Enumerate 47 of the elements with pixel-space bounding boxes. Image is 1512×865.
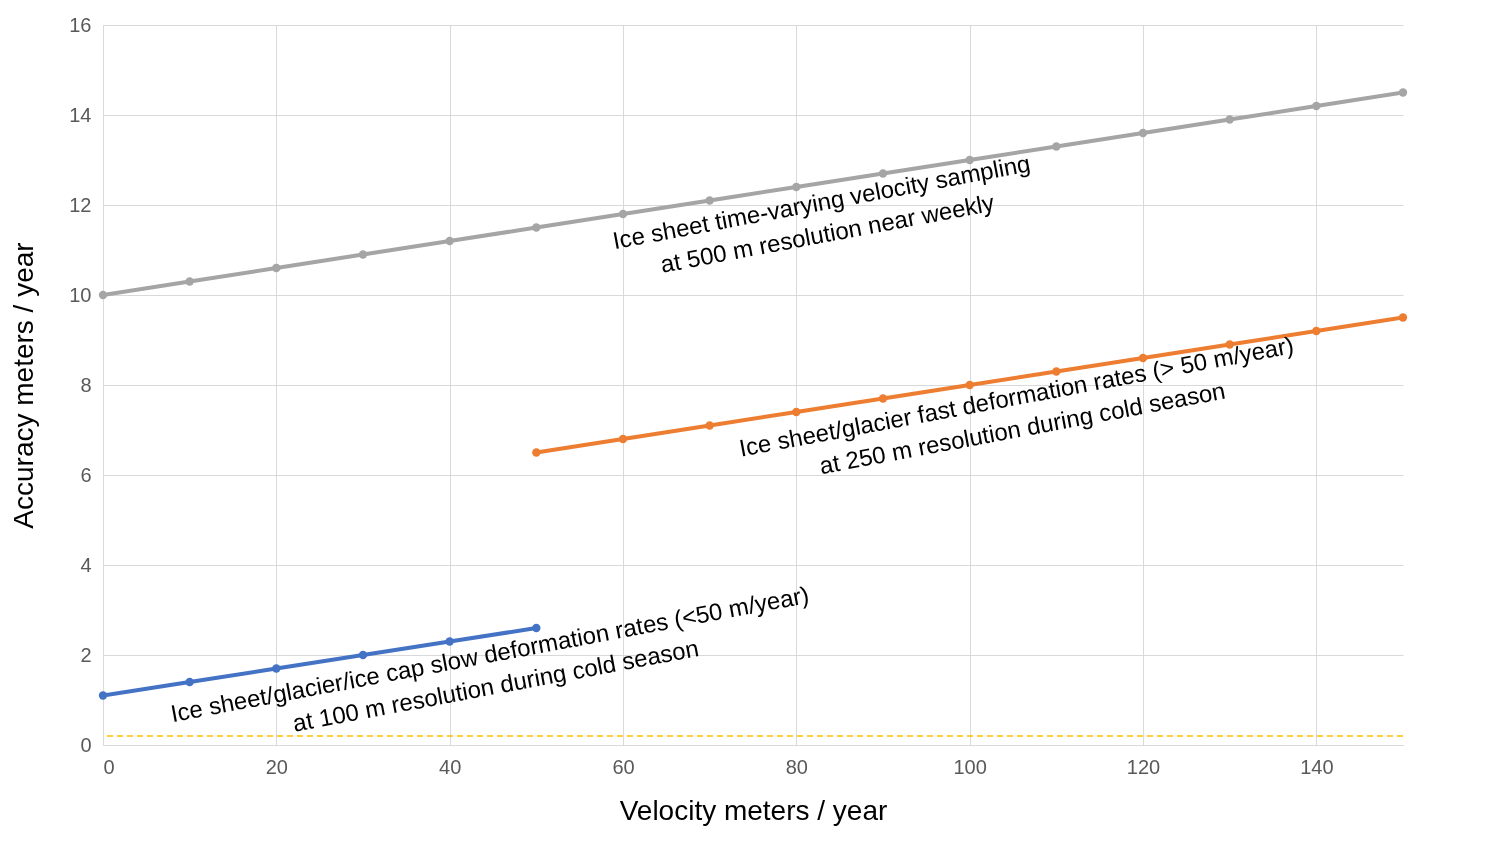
y-tick-label: 6 bbox=[80, 463, 92, 486]
x-tick-label: 60 bbox=[612, 755, 635, 778]
point bbox=[1225, 115, 1234, 124]
point bbox=[792, 182, 801, 192]
point bbox=[705, 196, 714, 205]
point bbox=[1052, 142, 1061, 151]
point bbox=[445, 637, 454, 646]
point bbox=[1138, 128, 1148, 138]
y-tick-label: 2 bbox=[80, 643, 92, 666]
point bbox=[618, 434, 628, 444]
point bbox=[358, 250, 368, 259]
x-tick-label: 40 bbox=[439, 755, 462, 778]
point bbox=[532, 448, 541, 457]
x-tick-label: 100 bbox=[953, 755, 987, 778]
point bbox=[1398, 313, 1408, 322]
y-tick-label: 14 bbox=[69, 103, 92, 126]
point bbox=[98, 290, 108, 300]
y-axis-title: Accuracy meters / year bbox=[8, 242, 40, 529]
text: Ice sheet/glacier fast deformation rates (> 50 m/year) at 250 m resolution during cold season bbox=[736, 331, 1296, 480]
point bbox=[618, 209, 628, 219]
x-tick-label: 120 bbox=[1126, 755, 1161, 778]
point bbox=[1398, 88, 1408, 97]
point bbox=[98, 691, 108, 700]
y-tick-label: 4 bbox=[80, 553, 92, 576]
point bbox=[1312, 326, 1321, 336]
point bbox=[705, 421, 714, 430]
y-tick-label: 10 bbox=[69, 283, 92, 306]
point bbox=[272, 263, 281, 273]
x-tick-label: 140 bbox=[1300, 755, 1334, 778]
point bbox=[445, 236, 454, 246]
point bbox=[1052, 367, 1061, 376]
x-tick-label: 0 bbox=[103, 755, 115, 778]
x-tick-label: 20 bbox=[265, 755, 288, 778]
point bbox=[878, 394, 888, 403]
y-tick-label: 0 bbox=[80, 733, 92, 756]
y-tick-label: 16 bbox=[69, 13, 92, 36]
point bbox=[1138, 353, 1148, 363]
point bbox=[532, 223, 541, 232]
y-tick-label: 8 bbox=[80, 373, 92, 396]
x-axis-title: Velocity meters / year bbox=[619, 794, 888, 826]
point bbox=[185, 277, 194, 286]
y-tick-label: 12 bbox=[69, 193, 92, 216]
text: Ice sheet time-varying velocity sampling at 500 m resolution near weekly bbox=[610, 149, 1033, 278]
point bbox=[358, 650, 368, 660]
point bbox=[1312, 101, 1321, 111]
point bbox=[185, 677, 194, 687]
x-tick-label: 80 bbox=[785, 755, 808, 778]
